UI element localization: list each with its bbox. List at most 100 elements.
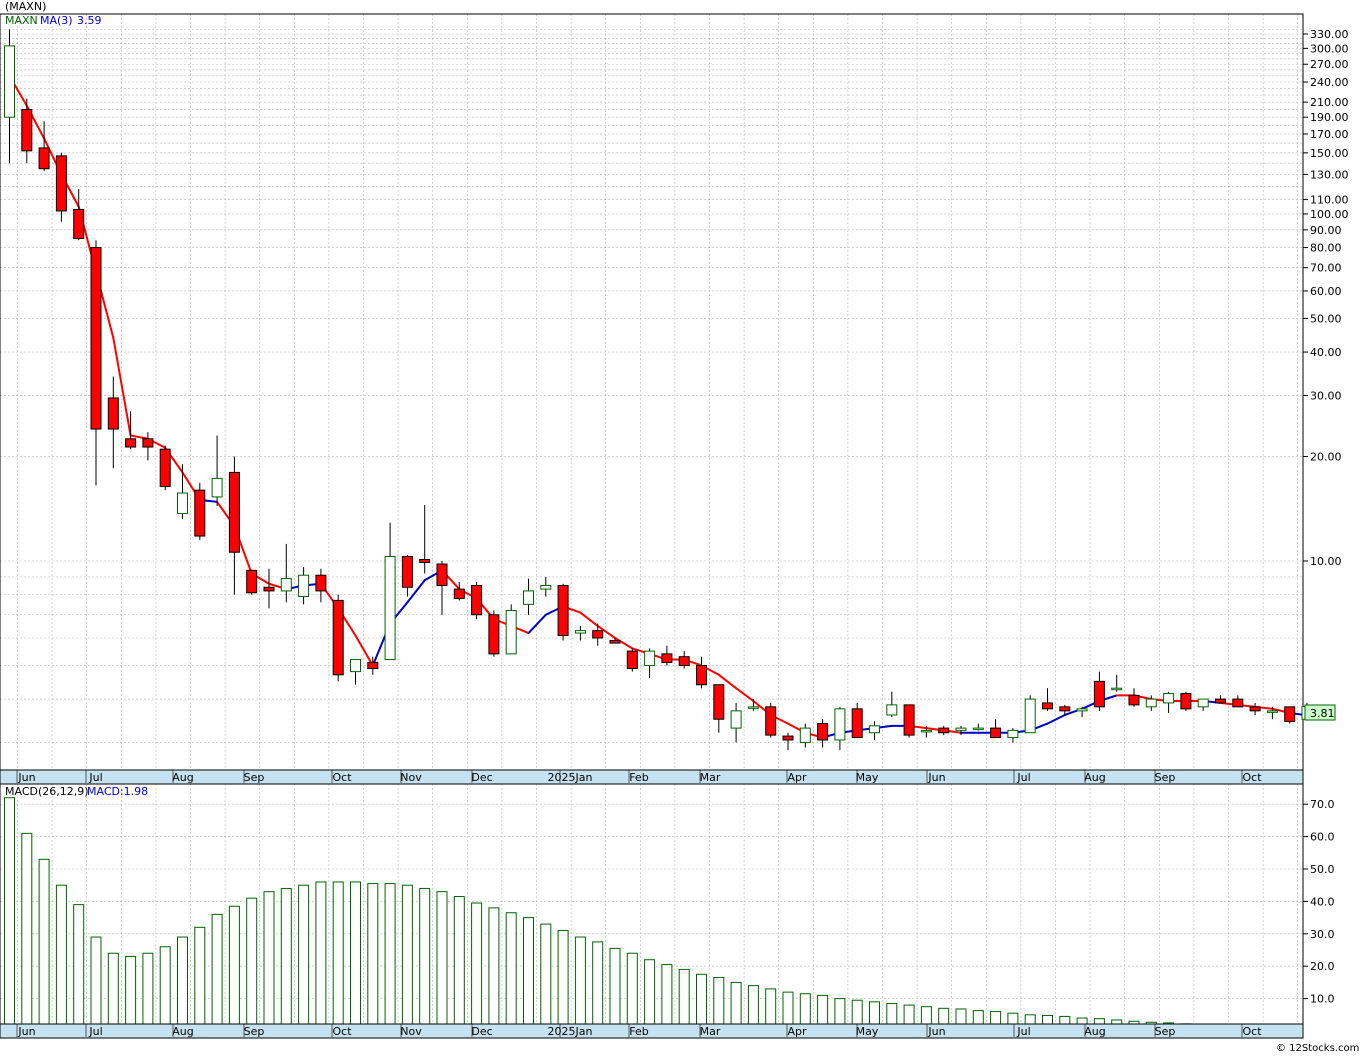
candle-body <box>419 559 431 564</box>
candle-body <box>990 727 1002 739</box>
month-label: 2025Jan <box>548 1025 593 1038</box>
macd-bar <box>55 884 67 1025</box>
macd-axis-labels: 70.0 60.0 50.0 40.0 30.0 20.0 10.0 <box>1303 798 1335 1006</box>
candle <box>1197 698 1209 711</box>
ma3-segment <box>614 636 634 650</box>
macd-bar <box>246 897 258 1025</box>
candle <box>159 445 171 491</box>
candle <box>1128 688 1140 707</box>
candle-body <box>298 574 310 598</box>
candle-body <box>488 614 500 655</box>
legend-ma-label: MA(3) <box>40 14 73 27</box>
ma3-segment <box>527 613 547 635</box>
candle-body <box>1093 680 1105 708</box>
macd-bar <box>38 858 50 1025</box>
macd-tick-label: 70.0 <box>1310 798 1335 811</box>
candle-body <box>644 650 656 666</box>
macd-tick-label: 30.0 <box>1310 928 1335 941</box>
macd-bar <box>644 959 656 1025</box>
candle <box>107 376 119 469</box>
candle-body <box>38 147 50 170</box>
macd-bar <box>799 993 811 1025</box>
macd-bar <box>1111 1019 1123 1025</box>
macd-bar <box>747 985 759 1025</box>
macd-value-label: MACD:1.98 <box>87 785 148 798</box>
candle-body <box>246 569 258 594</box>
price-tick-label: 30.00 <box>1310 389 1342 402</box>
candle-body <box>1180 693 1192 710</box>
macd-bar <box>886 1002 898 1025</box>
macd-bar <box>730 981 742 1025</box>
candle-body <box>1249 706 1261 712</box>
macd-bar <box>869 1001 880 1025</box>
candle-body <box>1215 698 1226 704</box>
price-tick-label: 110.00 <box>1310 194 1349 207</box>
month-label: Jun <box>17 771 35 784</box>
candle-body <box>1024 698 1036 734</box>
candle-body <box>384 556 396 661</box>
ma3-segment <box>596 624 616 639</box>
month-label: Jul <box>88 1025 102 1038</box>
macd-bar <box>1024 1014 1036 1025</box>
macd-bar <box>955 1008 967 1025</box>
candle <box>263 568 275 609</box>
month-label: Aug <box>1084 771 1105 784</box>
ma3-segment <box>579 611 599 627</box>
price-tick-label: 300.00 <box>1310 42 1349 55</box>
candle <box>661 645 673 666</box>
price-tick-label: 70.00 <box>1310 262 1342 275</box>
candle-body <box>211 477 223 498</box>
candle-body <box>350 659 361 673</box>
macd-bar <box>488 907 500 1025</box>
candle-body <box>540 584 552 590</box>
candle-body <box>125 438 137 448</box>
candle <box>574 625 586 641</box>
price-tick-label: 80.00 <box>1310 242 1342 255</box>
macd-bar <box>540 923 552 1025</box>
macd-bar <box>73 904 85 1025</box>
ma3-segment <box>717 673 738 690</box>
candle <box>540 576 552 597</box>
candle <box>125 411 137 450</box>
month-label: Oct <box>1242 771 1262 784</box>
macd-tick-label: 60.0 <box>1310 831 1335 844</box>
ma3-segment <box>354 634 374 667</box>
price-tick-label: 20.00 <box>1310 451 1342 464</box>
macd-bar <box>505 912 517 1025</box>
candle-body <box>159 448 171 487</box>
candle-body <box>194 489 206 537</box>
month-label: Feb <box>629 1025 648 1038</box>
credit-text: © 12Stocks.com <box>1276 1043 1359 1054</box>
month-label: Sep <box>244 771 265 784</box>
candle-body <box>747 706 759 709</box>
legend-ma-value: 3.59 <box>77 14 102 27</box>
candle <box>419 504 431 574</box>
candle <box>4 29 15 164</box>
macd-bar <box>401 884 413 1025</box>
candle <box>1180 691 1192 711</box>
candle <box>1284 706 1296 724</box>
candle <box>523 578 534 615</box>
macd-bar <box>90 936 102 1025</box>
macd-bar <box>592 941 604 1025</box>
month-label: May <box>856 1025 879 1038</box>
price-month-band <box>0 769 1304 785</box>
price-tick-label: 330.00 <box>1310 28 1349 41</box>
macd-bars <box>4 797 1192 1025</box>
month-label: Sep <box>244 1025 265 1038</box>
price-tick-label: 170.00 <box>1310 128 1349 141</box>
candle <box>990 719 1002 739</box>
candle-body <box>228 471 240 553</box>
macd-bar <box>142 952 154 1025</box>
price-tick-label: 130.00 <box>1310 168 1349 181</box>
ticker-symbol: (MAXN) <box>5 0 46 13</box>
candle-body <box>1007 729 1019 739</box>
macd-bar <box>298 884 310 1025</box>
price-tick-label: 240.00 <box>1310 76 1349 89</box>
candle-body <box>1197 698 1209 708</box>
macd-tick-label: 40.0 <box>1310 895 1335 908</box>
candle <box>747 699 759 711</box>
macd-bar <box>177 936 188 1025</box>
ma3-segment <box>112 336 132 437</box>
